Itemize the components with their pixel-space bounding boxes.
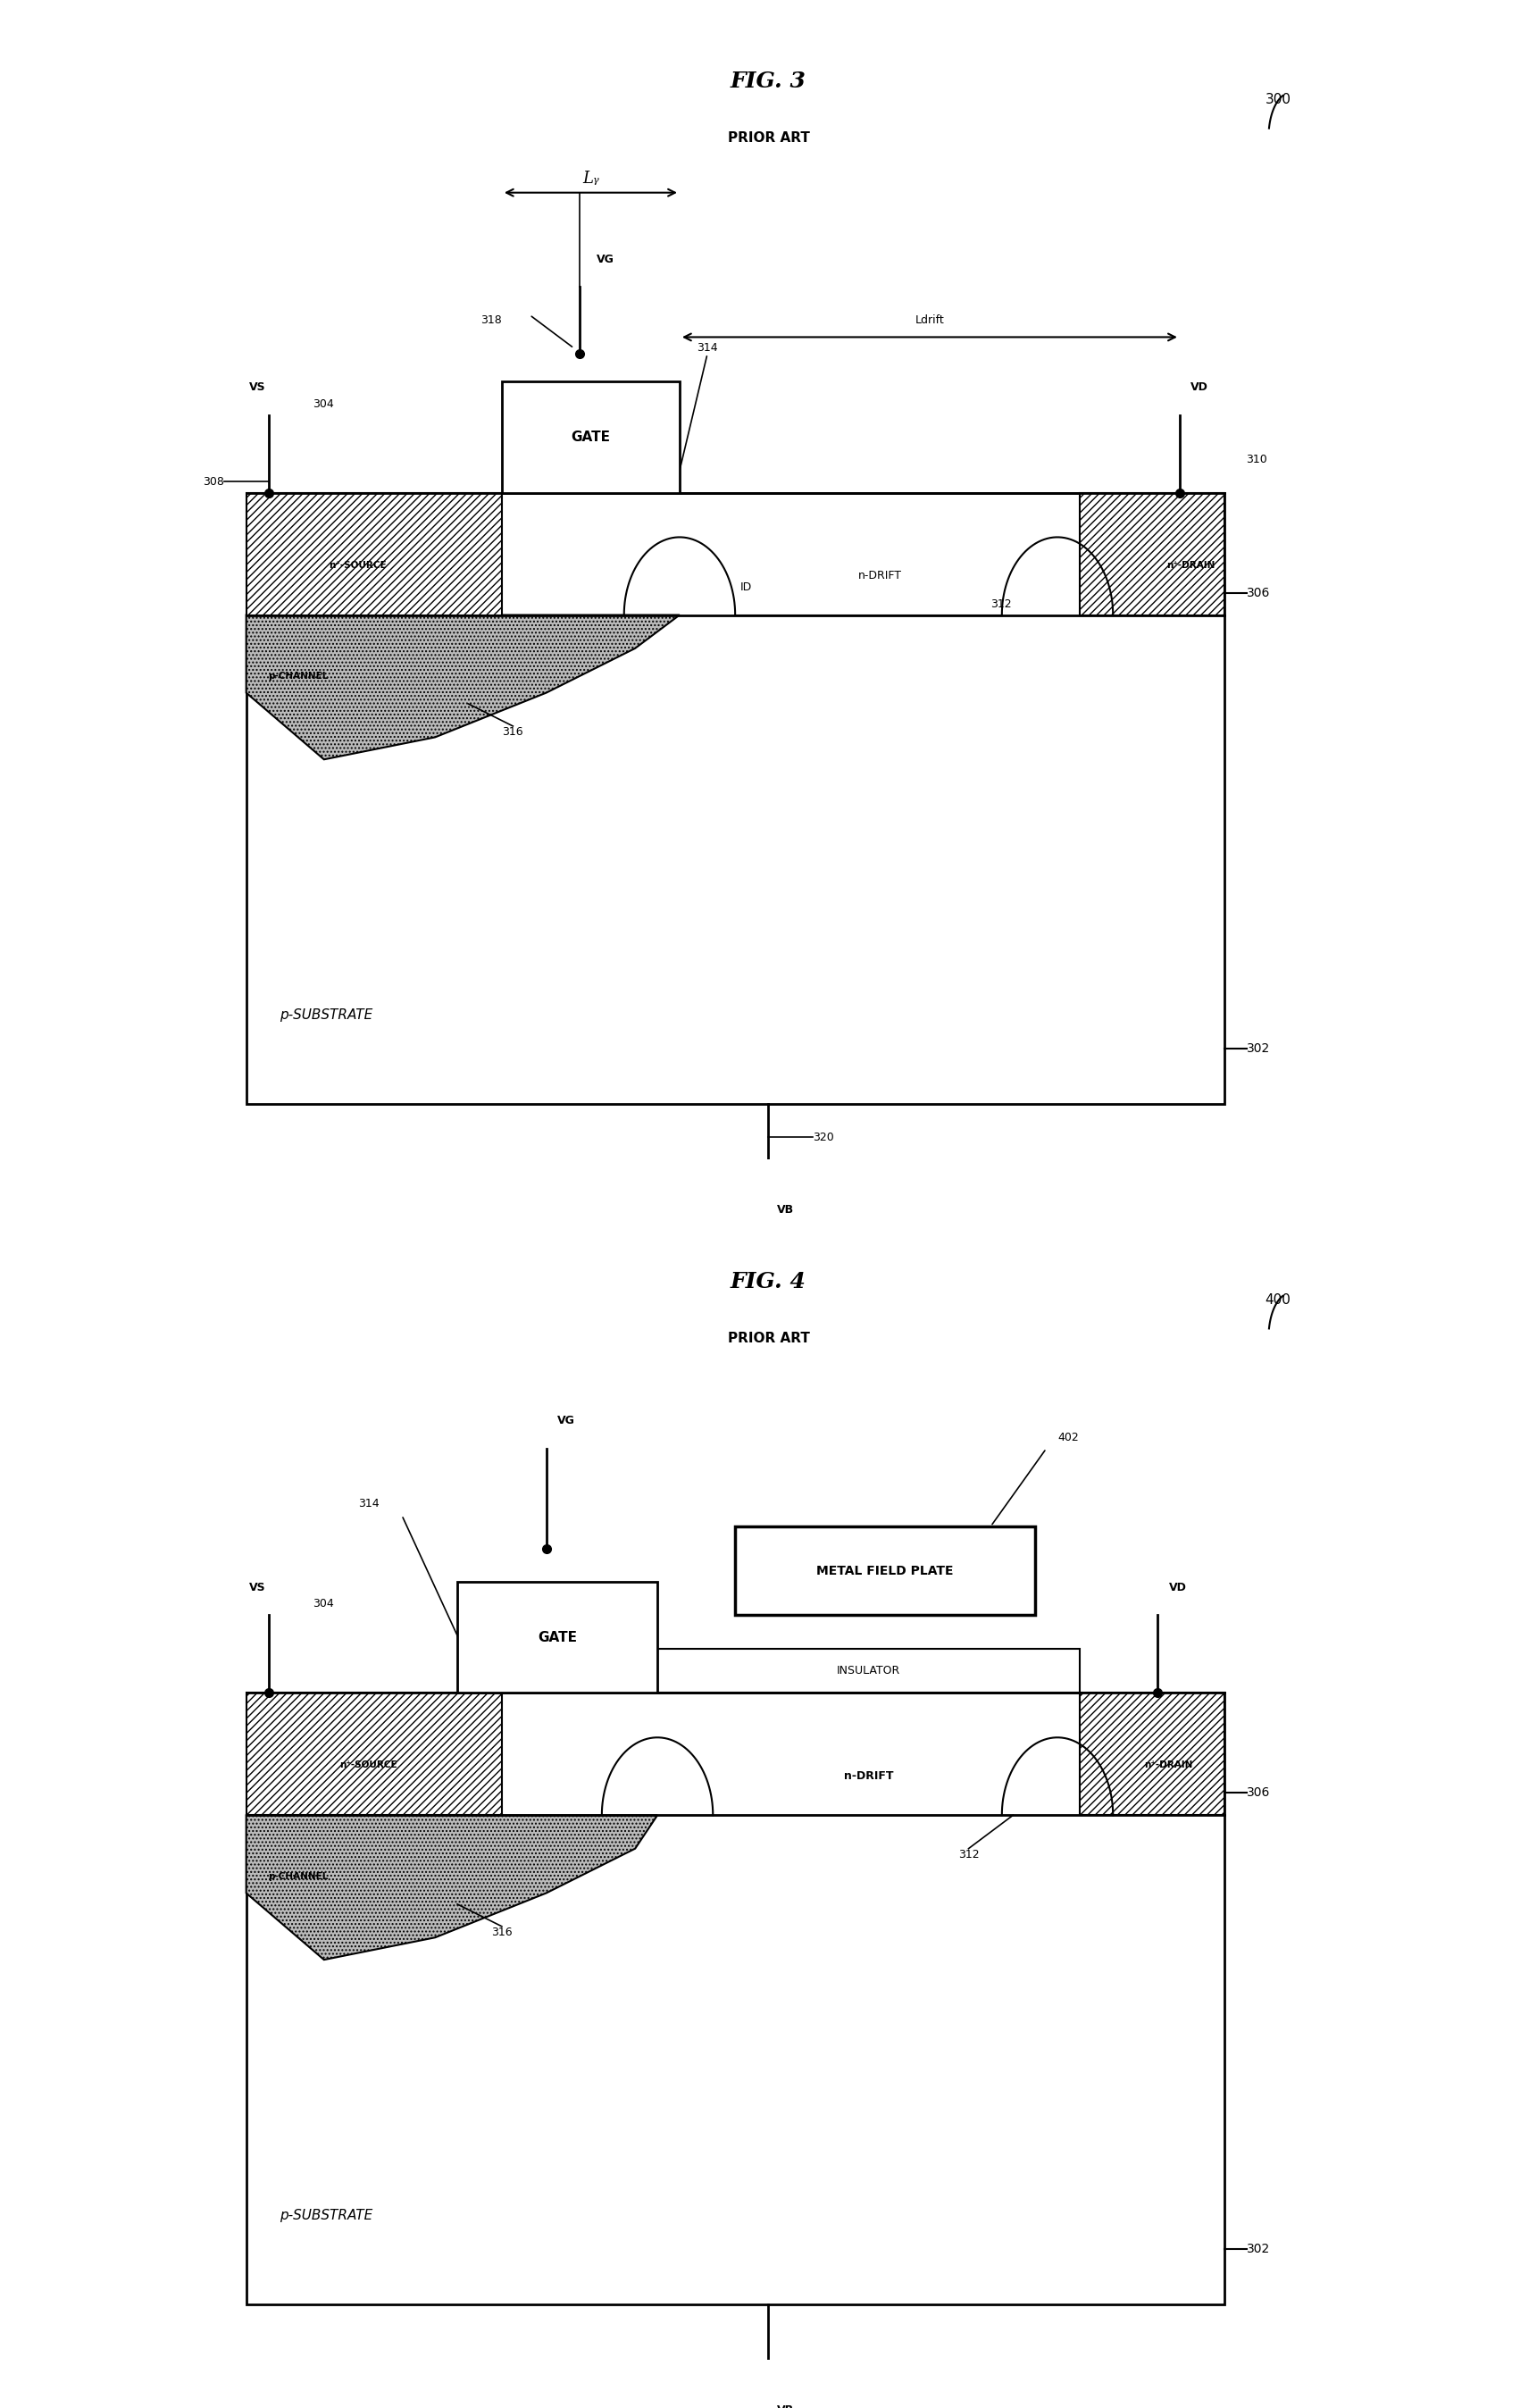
Text: VD: VD bbox=[1191, 380, 1208, 393]
Text: 310: 310 bbox=[1247, 453, 1268, 465]
Bar bbox=[735, 1527, 1036, 1616]
Text: Ldrift: Ldrift bbox=[915, 315, 944, 325]
Text: 300: 300 bbox=[1265, 92, 1291, 106]
Text: Lᵧ: Lᵧ bbox=[583, 171, 599, 188]
Text: 312: 312 bbox=[991, 597, 1011, 609]
Bar bbox=[658, 1649, 1079, 1693]
Text: 304: 304 bbox=[314, 397, 334, 409]
Bar bbox=[1079, 494, 1223, 614]
Text: 314: 314 bbox=[696, 342, 718, 354]
Text: METAL FIELD PLATE: METAL FIELD PLATE bbox=[816, 1565, 954, 1577]
Text: 400: 400 bbox=[1265, 1293, 1291, 1305]
Text: INSULATOR: INSULATOR bbox=[836, 1664, 901, 1676]
Bar bbox=[1079, 1693, 1223, 1816]
Text: p-SUBSTRATE: p-SUBSTRATE bbox=[280, 2208, 372, 2223]
Text: n⁺-SOURCE: n⁺-SOURCE bbox=[329, 561, 386, 568]
Polygon shape bbox=[246, 1816, 658, 1960]
Text: 306: 306 bbox=[1247, 1787, 1270, 1799]
Text: FIG. 4: FIG. 4 bbox=[730, 1271, 807, 1293]
Text: 316: 316 bbox=[503, 727, 524, 737]
Text: GATE: GATE bbox=[538, 1630, 576, 1645]
Text: 308: 308 bbox=[203, 477, 224, 486]
Text: p-CHANNEL: p-CHANNEL bbox=[269, 1871, 329, 1881]
Bar bbox=[501, 380, 679, 494]
Text: VG: VG bbox=[596, 253, 613, 265]
Text: FIG. 3: FIG. 3 bbox=[730, 70, 807, 92]
Text: VD: VD bbox=[1168, 1582, 1187, 1594]
Text: ID: ID bbox=[741, 580, 752, 592]
Bar bbox=[458, 1582, 658, 1693]
Text: 320: 320 bbox=[813, 1132, 835, 1144]
Text: 314: 314 bbox=[358, 1498, 380, 1510]
Text: 302: 302 bbox=[1247, 2242, 1270, 2254]
Text: 316: 316 bbox=[492, 1926, 512, 1938]
Bar bbox=[246, 494, 1223, 1103]
Text: PRIOR ART: PRIOR ART bbox=[727, 132, 810, 144]
Text: p-CHANNEL: p-CHANNEL bbox=[269, 672, 329, 681]
Text: 306: 306 bbox=[1247, 588, 1270, 600]
Text: VS: VS bbox=[249, 380, 266, 393]
Text: n⁺-DRAIN: n⁺-DRAIN bbox=[1144, 1760, 1193, 1770]
Text: GATE: GATE bbox=[572, 431, 610, 443]
Text: n⁺-DRAIN: n⁺-DRAIN bbox=[1167, 561, 1216, 568]
Text: 312: 312 bbox=[958, 1849, 979, 1861]
Bar bbox=[246, 1693, 1223, 2304]
Text: p-SUBSTRATE: p-SUBSTRATE bbox=[280, 1009, 372, 1021]
Text: PRIOR ART: PRIOR ART bbox=[727, 1332, 810, 1346]
Bar bbox=[246, 494, 501, 614]
Text: VS: VS bbox=[249, 1582, 266, 1594]
Bar bbox=[246, 1693, 501, 1816]
Text: n⁺-SOURCE: n⁺-SOURCE bbox=[340, 1760, 397, 1770]
Text: 318: 318 bbox=[481, 315, 501, 325]
Text: n-DRIFT: n-DRIFT bbox=[858, 571, 902, 583]
Text: VB: VB bbox=[776, 2403, 793, 2408]
Text: n-DRIFT: n-DRIFT bbox=[844, 1770, 893, 1782]
Text: VG: VG bbox=[558, 1413, 575, 1426]
Polygon shape bbox=[246, 614, 679, 759]
Text: 302: 302 bbox=[1247, 1043, 1270, 1055]
Text: 304: 304 bbox=[314, 1599, 334, 1611]
Text: VB: VB bbox=[776, 1204, 793, 1216]
Text: 402: 402 bbox=[1057, 1433, 1079, 1442]
